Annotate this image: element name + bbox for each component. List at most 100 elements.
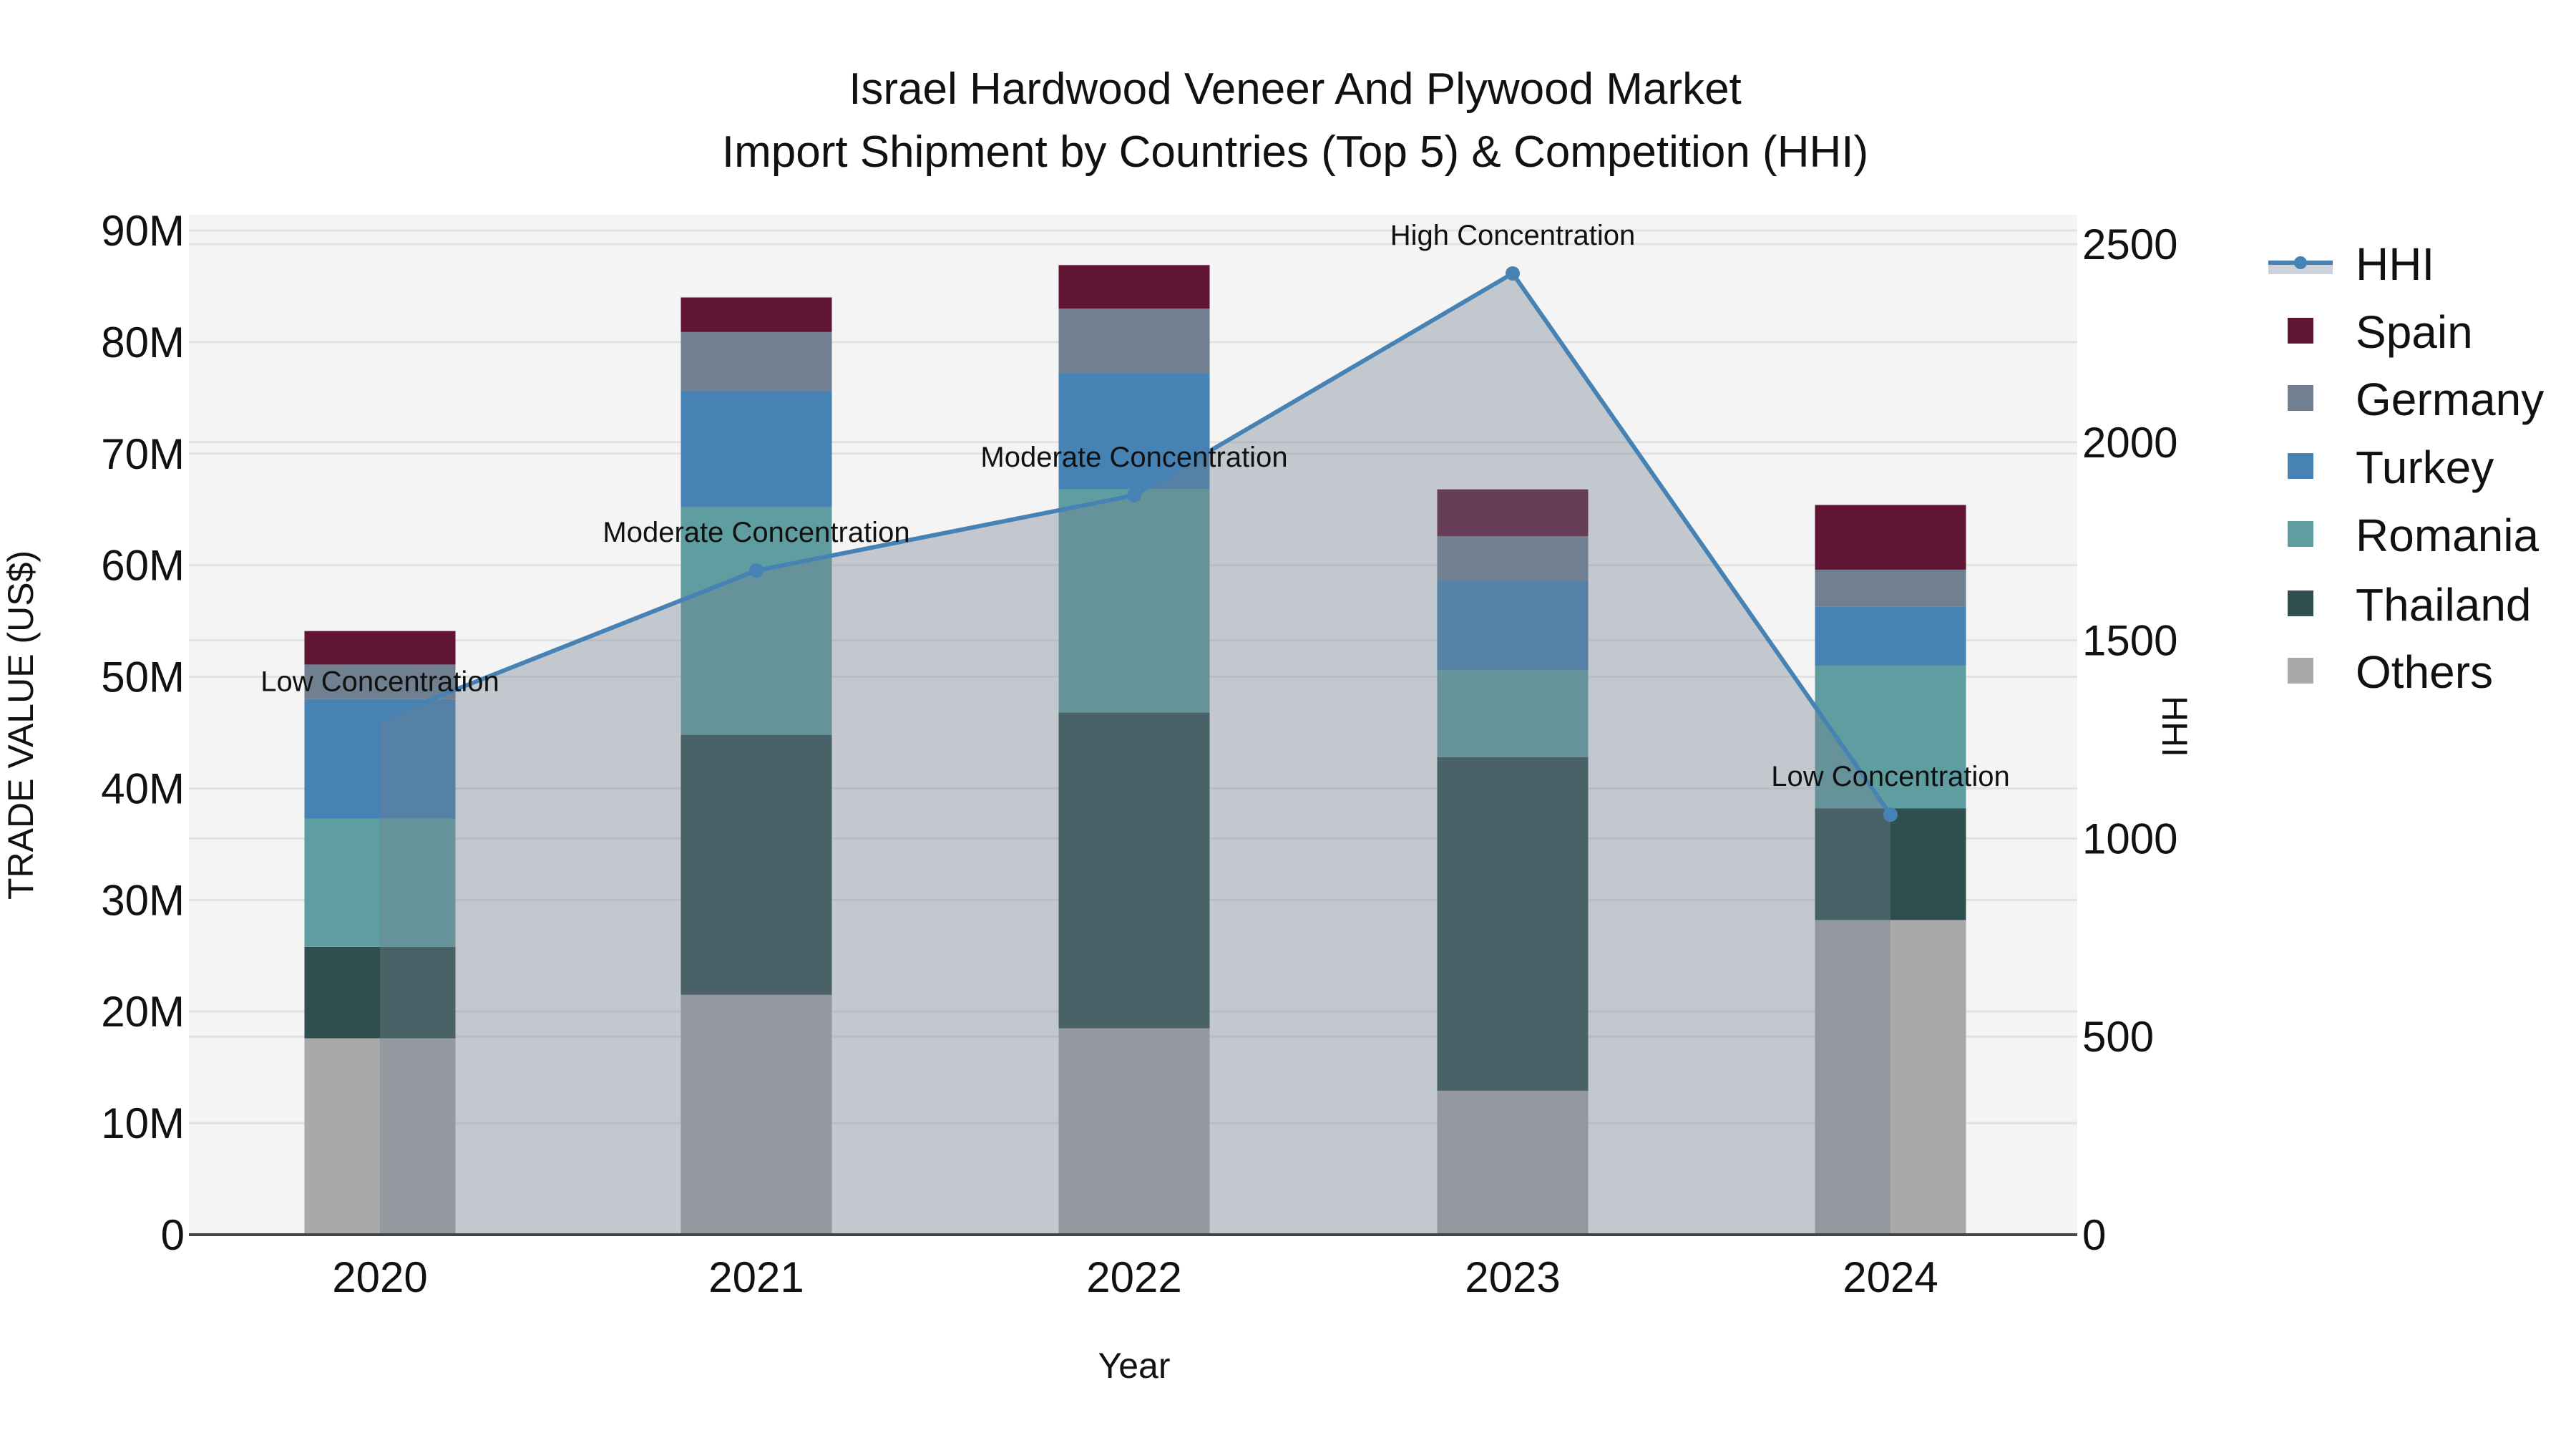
y-tick-label: 70M [101,430,185,478]
bar-segment-germany [680,331,832,392]
x-axis-title: Year [1098,1346,1170,1386]
x-tick-label: 2021 [708,1253,804,1301]
bar-segment-germany [1058,308,1210,374]
stacked-bars [304,265,1966,1235]
y2-tick-label: 1000 [2082,815,2177,862]
y-tick-label: 40M [101,764,185,812]
legend-label: Turkey [2356,442,2494,493]
hhi-area [380,273,1890,1235]
bar-segment-germany [1437,536,1589,581]
y2-tick-label: 1500 [2082,617,2177,665]
hhi-series: Low Concentration Moderate Concentration M… [260,220,2010,1235]
bar-segment-spain [680,297,832,332]
bar-segment-thailand [680,734,832,995]
legend-label: Thailand [2356,579,2532,631]
bar-segment-turkey [1815,606,1966,666]
y2-axis-ticks: 0 500 1000 1500 2000 2500 [2082,220,2177,1259]
legend-item-germany[interactable]: Germany [2288,374,2544,425]
bar-segment-romania [1815,665,1966,809]
legend-marker-icon [2294,256,2307,269]
legend-label: Germany [2356,374,2544,425]
legend-swatch-icon [2288,385,2313,411]
legend-item-turkey[interactable]: Turkey [2288,442,2494,493]
chart-title-line1: Israel Hardwood Veneer And Plywood Marke… [849,64,1742,114]
legend: HHI Spain Germany Turkey Romania Thailand Othe… [2268,238,2544,698]
bar-segment-romania [304,818,456,947]
bar-stack-2020 [304,631,456,1235]
bar-segment-spain [1815,505,1966,570]
bar-segment-others [304,1038,456,1235]
legend-swatch-icon [2288,521,2313,547]
bar-segment-romania [680,507,832,735]
bar-stack-2023 [1437,489,1589,1235]
bar-stack-2021 [680,297,832,1235]
legend-item-spain[interactable]: Spain [2288,306,2473,358]
bar-segment-others [1815,920,1966,1235]
bar-segment-spain [304,631,456,665]
hhi-annotation: High Concentration [1390,220,1635,251]
legend-swatch-icon [2288,453,2313,479]
bar-segment-turkey [1437,580,1589,671]
y-tick-label: 80M [101,319,185,366]
hhi-annotation: Low Concentration [260,666,499,697]
hhi-annotation: Moderate Concentration [602,517,909,548]
legend-swatch-icon [2288,658,2313,684]
y-tick-label: 20M [101,988,185,1036]
bar-segment-thailand [1437,757,1589,1091]
chart-title: Israel Hardwood Veneer And Plywood Marke… [722,64,1868,177]
bar-segment-turkey [1058,373,1210,490]
y-axis-title: TRADE VALUE (US$) [1,550,41,900]
chart-subtitle: Import Shipment by Countries (Top 5) & C… [722,127,1868,177]
legend-label: Romania [2356,510,2540,561]
y-tick-label: 50M [101,653,185,701]
hhi-annotation: Low Concentration [1771,761,2010,792]
hhi-marker [1883,807,1898,822]
bar-segment-spain [1437,489,1589,537]
hhi-annotation: Moderate Concentration [980,442,1287,473]
bar-segment-spain [1058,265,1210,309]
hhi-marker [1506,266,1520,281]
bar-segment-others [680,994,832,1235]
legend-label: HHI [2356,238,2434,290]
x-tick-label: 2022 [1086,1253,1181,1301]
legend-item-thailand[interactable]: Thailand [2288,579,2532,631]
legend-swatch-icon [2288,318,2313,344]
y2-tick-label: 500 [2082,1013,2154,1061]
legend-item-hhi[interactable]: HHI [2268,238,2434,290]
legend-label: Spain [2356,306,2473,358]
bar-segment-romania [1058,489,1210,713]
bar-segment-romania [1437,670,1589,757]
bar-stack-2024 [1815,505,1966,1235]
y-tick-label: 0 [161,1211,185,1259]
bar-segment-thailand [1058,712,1210,1029]
hhi-marker [749,563,763,578]
x-axis-ticks: 2020 2021 2022 2023 2024 [332,1253,1938,1301]
y-tick-label: 90M [101,207,185,255]
y2-tick-label: 0 [2082,1211,2106,1259]
y2-axis-title: HHI [2155,696,2195,757]
x-tick-label: 2024 [1843,1253,1938,1301]
bar-segment-others [1437,1090,1589,1235]
y-tick-label: 30M [101,876,185,924]
bar-segment-turkey [680,391,832,507]
legend-item-others[interactable]: Others [2288,646,2493,698]
x-tick-label: 2023 [1465,1253,1560,1301]
legend-swatch-icon [2288,591,2313,616]
legend-item-romania[interactable]: Romania [2288,510,2540,561]
y-axis-ticks: 0 10M 20M 30M 40M 50M 60M 70M 80M 90M [101,207,185,1259]
bar-segment-germany [304,664,456,699]
y-tick-label: 10M [101,1099,185,1147]
bar-stack-2022 [1058,265,1210,1235]
hhi-marker [1127,487,1141,502]
bar-segment-thailand [304,946,456,1039]
y2-tick-label: 2500 [2082,220,2177,268]
y-tick-label: 60M [101,542,185,590]
legend-label: Others [2356,646,2493,698]
y2-tick-label: 2000 [2082,419,2177,467]
x-tick-label: 2020 [332,1253,427,1301]
bar-segment-thailand [1815,808,1966,920]
bar-segment-others [1058,1028,1210,1235]
bar-segment-germany [1815,569,1966,607]
